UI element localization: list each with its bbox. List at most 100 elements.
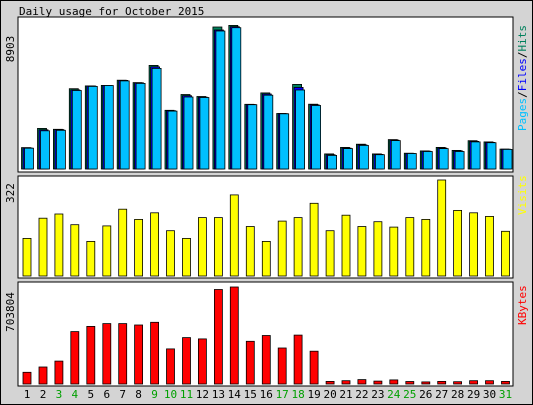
pages-bar <box>422 151 433 170</box>
day-label: 20 <box>323 388 336 401</box>
kbytes-bar <box>261 335 271 385</box>
day-label: 3 <box>56 388 63 401</box>
day-label: 26 <box>419 388 432 401</box>
visits-bar <box>325 230 335 277</box>
chart-title: Daily usage for October 2015 <box>19 5 204 18</box>
kbytes-bar <box>86 325 96 385</box>
kbytes-bar <box>150 321 160 385</box>
visits-bar <box>309 202 319 277</box>
visits-bar <box>405 217 415 277</box>
visits-bar <box>22 237 32 277</box>
visits-bar <box>293 217 303 277</box>
x-axis-labels: 1 2 3 4 5 6 7 8 9 10 11 12 13 14 15 16 17 18 19 20 21 22 23 24 2… <box>24 388 512 401</box>
day-label: 5 <box>87 388 94 401</box>
hits-max-label: 8903 <box>4 36 17 63</box>
day-label: 11 <box>180 388 193 401</box>
pages-bar <box>151 68 162 170</box>
day-label: 8 <box>135 388 142 401</box>
kbytes-bar <box>197 338 207 385</box>
pages-bar <box>470 141 481 170</box>
day-label: 19 <box>307 388 320 401</box>
visits-bar <box>182 237 191 277</box>
legend-kbytes: KBytes <box>516 285 529 325</box>
pages-bar <box>56 129 66 170</box>
pages-bar <box>263 94 274 170</box>
day-label: 22 <box>355 388 368 401</box>
kbytes-bar <box>485 380 494 385</box>
day-label: 27 <box>435 388 448 401</box>
day-label: 15 <box>244 388 257 401</box>
kbytes-bar <box>54 360 64 385</box>
kbytes-bar <box>325 380 335 385</box>
day-label: 10 <box>164 388 177 401</box>
pages-bar <box>358 144 369 170</box>
visits-bar <box>86 240 96 277</box>
visits-bar <box>357 226 367 277</box>
kbytes-bar <box>22 371 32 385</box>
hits-legend: Pages/Files/Hits <box>516 25 529 131</box>
visits-bar <box>213 217 223 277</box>
pages-bar <box>406 153 417 170</box>
visits-bar <box>261 240 271 277</box>
kbytes-bar <box>102 323 112 385</box>
pages-bar <box>119 80 130 170</box>
pages-bar <box>327 154 338 170</box>
pages-bar <box>215 30 226 170</box>
visits-bar <box>118 208 128 277</box>
legend-files: Files <box>516 58 529 91</box>
kbytes-bar <box>341 380 351 385</box>
visits-bar <box>70 224 80 277</box>
day-label: 14 <box>228 388 242 401</box>
visits-bar <box>485 215 494 277</box>
pages-bar <box>71 90 82 170</box>
day-label: 1 <box>24 388 31 401</box>
visits-bar <box>437 179 447 277</box>
legend-hits: Hits <box>516 25 529 52</box>
pages-bar <box>87 86 98 170</box>
pages-bar <box>295 89 306 170</box>
pages-bar <box>438 148 449 170</box>
pages-bar <box>454 151 465 170</box>
day-label: 21 <box>339 388 352 401</box>
kbytes-bar <box>293 334 303 385</box>
day-label: 4 <box>71 388 78 401</box>
day-label: 12 <box>196 388 209 401</box>
visits-bar <box>229 194 239 277</box>
visits-bar <box>134 218 144 277</box>
visits-bar <box>245 226 255 277</box>
kbytes-bar <box>469 380 479 385</box>
kbytes-bar <box>229 286 239 385</box>
visits-bar <box>389 226 399 277</box>
kbytes-bar <box>453 381 463 385</box>
pages-bar <box>135 83 146 170</box>
pages-bar <box>343 148 353 170</box>
legend-separator: / <box>516 91 529 98</box>
visits-bar <box>341 214 351 277</box>
pages-bar <box>199 97 210 170</box>
pages-bar <box>103 85 114 170</box>
day-label: 17 <box>276 388 289 401</box>
visits-bar <box>166 230 175 277</box>
pages-bar <box>231 27 242 170</box>
pages-bar <box>183 96 194 170</box>
kbytes-bar <box>70 331 80 385</box>
kbytes-bar <box>245 340 255 385</box>
visits-bar <box>277 220 287 277</box>
pages-bar <box>24 147 34 170</box>
bars-layer <box>21 24 513 385</box>
pages-bar <box>374 154 385 170</box>
pages-bar <box>167 110 178 170</box>
pages-bar <box>390 140 401 170</box>
day-label: 28 <box>451 388 464 401</box>
kbytes-max-label: 703804 <box>4 292 17 332</box>
kbytes-bar <box>309 350 319 385</box>
visits-bar <box>453 209 463 277</box>
visits-bar <box>373 221 383 277</box>
pages-bar <box>247 104 258 170</box>
visits-bar <box>197 217 207 277</box>
day-label: 7 <box>119 388 126 401</box>
legend-visits: Visits <box>516 175 529 215</box>
legend-separator: / <box>516 52 529 59</box>
